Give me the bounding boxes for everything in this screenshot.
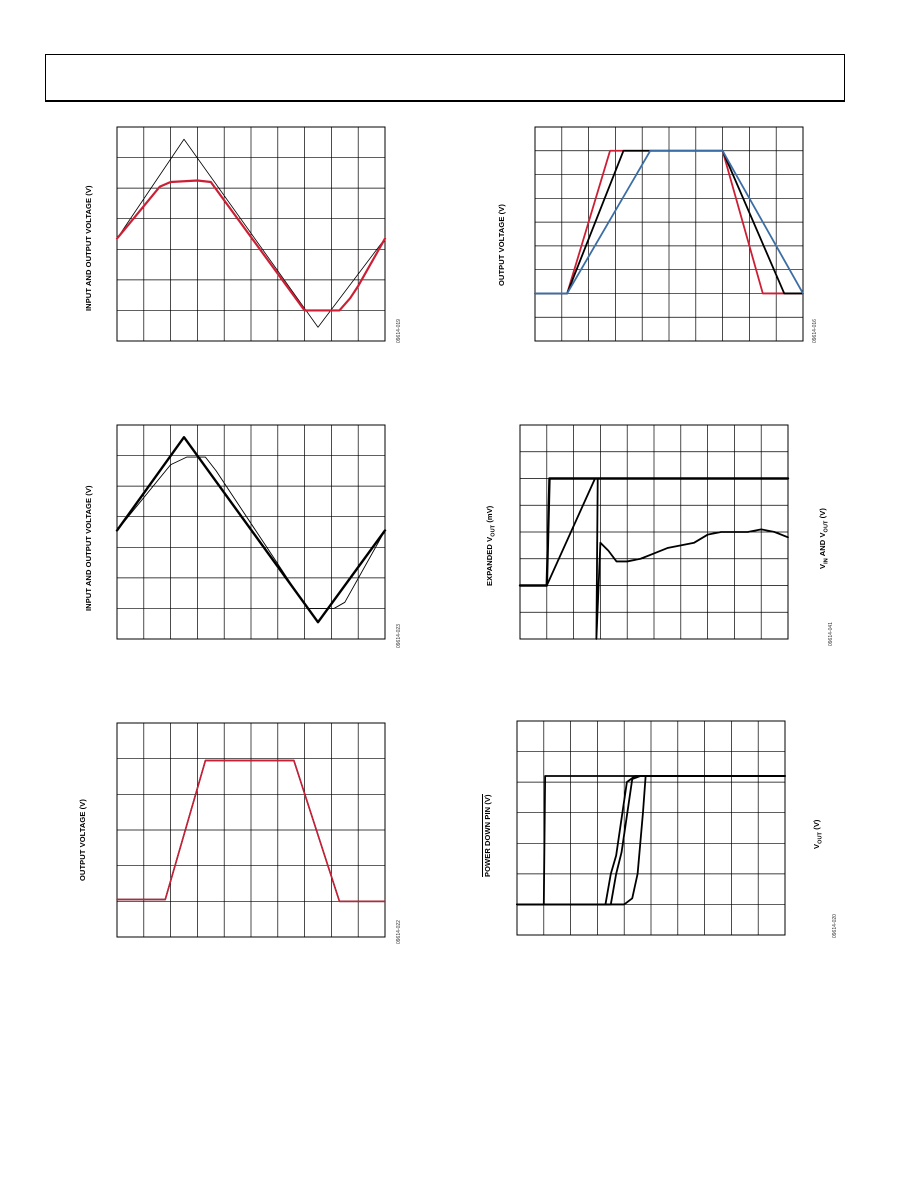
series-line-2: [116, 759, 386, 903]
series-line-4: [516, 775, 786, 906]
chart-1-figure-code: 09614-019: [396, 319, 402, 343]
plot-frame: [534, 126, 804, 342]
chart-panel-6: [516, 720, 786, 936]
chart-5-plot: [116, 722, 386, 938]
chart-1-plot: [115, 126, 387, 342]
chart-grid: [117, 127, 385, 341]
plot-frame: [519, 424, 789, 640]
chart-2-plot: [534, 126, 804, 342]
series-line-1: [116, 138, 386, 328]
page-header-box: [45, 54, 845, 102]
chart-2-y-axis-label: OUTPUT VOLTAGE (V): [497, 204, 506, 286]
chart-6-plot: [516, 720, 786, 936]
chart-4-y-axis-label-right: VIN AND VOUT (V): [818, 508, 830, 569]
series-line-2: [545, 477, 789, 640]
chart-3-y-axis-label: INPUT AND OUTPUT VOLTAGE (V): [84, 485, 93, 611]
chart-panel-3: [115, 424, 387, 640]
chart-panel-5: [116, 722, 386, 938]
chart-4-figure-code: 09614-041: [828, 622, 834, 646]
chart-1-y-axis-label: INPUT AND OUTPUT VOLTAGE (V): [84, 185, 93, 311]
chart-6-y-axis-label-right: VOUT (V): [812, 819, 824, 849]
chart-5-figure-code: 09614-022: [396, 920, 402, 944]
chart-3-plot: [115, 424, 387, 640]
series-line-2: [115, 436, 387, 624]
series-line-1: [116, 456, 386, 609]
chart-4-y-axis-label: EXPANDED VOUT (mV): [485, 505, 497, 586]
chart-grid: [117, 425, 385, 639]
chart-6-figure-code: 09614-020: [832, 914, 838, 938]
chart-panel-4: [518, 424, 790, 640]
chart-grid: [535, 127, 803, 341]
plot-frame: [116, 126, 386, 342]
chart-3-figure-code: 09614-023: [396, 624, 402, 648]
chart-2-figure-code: 09614-016: [812, 319, 818, 343]
chart-panel-2: [534, 126, 804, 342]
plot-frame: [116, 722, 386, 938]
chart-grid: [517, 721, 785, 935]
series-line-1: [518, 477, 790, 587]
chart-panel-1: [115, 126, 387, 342]
series-line-2: [115, 179, 387, 312]
plot-frame: [516, 720, 786, 936]
series-line-3: [534, 149, 804, 295]
chart-5-y-axis-label: OUTPUT VOLTAGE (V): [78, 799, 87, 881]
chart-4-plot: [518, 424, 790, 640]
chart-grid: [117, 723, 385, 937]
chart-6-y-axis-label: POWER DOWN PIN (V): [482, 794, 492, 877]
